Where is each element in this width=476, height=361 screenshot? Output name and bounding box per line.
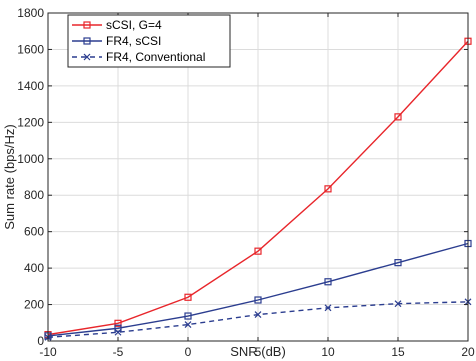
legend-marker bbox=[83, 21, 91, 29]
x-axis-label: SNR (dB) bbox=[230, 344, 286, 359]
y-axis-label: Sum rate (bps/Hz) bbox=[2, 124, 17, 229]
data-point bbox=[324, 304, 332, 312]
legend-entry: sCSI, G=4 bbox=[72, 18, 162, 32]
data-point bbox=[114, 328, 122, 336]
data-point bbox=[254, 296, 262, 304]
x-tick-label: -5 bbox=[113, 345, 124, 359]
y-tick-label: 1000 bbox=[17, 152, 44, 166]
data-point bbox=[394, 113, 402, 121]
data-point bbox=[394, 259, 402, 267]
y-tick-label: 1400 bbox=[17, 79, 44, 93]
data-point bbox=[394, 300, 402, 308]
y-tick-label: 1200 bbox=[17, 115, 44, 129]
legend-label: FR4, Conventional bbox=[106, 50, 205, 64]
data-point bbox=[254, 311, 262, 319]
ticks: -10 -5 0 5 10 15 20020040060080010001200140016… bbox=[17, 6, 475, 359]
x-tick-label: 20 bbox=[461, 345, 475, 359]
y-tick-label: 1600 bbox=[17, 42, 44, 56]
data-point bbox=[114, 319, 122, 327]
legend-entry: FR4, Conventional bbox=[72, 50, 205, 64]
legend-marker bbox=[83, 53, 91, 61]
data-point bbox=[184, 321, 192, 329]
x-tick-label: 15 bbox=[391, 345, 405, 359]
data-point bbox=[114, 324, 122, 332]
series-line bbox=[47, 242, 469, 337]
x-tick-label: -10 bbox=[39, 345, 57, 359]
legend-marker bbox=[83, 37, 91, 45]
data-point bbox=[324, 278, 332, 286]
x-tick-label: 5 bbox=[255, 345, 262, 359]
legend-label: FR4, sCSI bbox=[106, 34, 161, 48]
data-point bbox=[184, 293, 192, 301]
y-tick-label: 1800 bbox=[17, 6, 44, 20]
x-tick-label: 0 bbox=[185, 345, 192, 359]
y-tick-label: 0 bbox=[37, 334, 44, 348]
series-line bbox=[47, 40, 469, 336]
series-3 bbox=[44, 298, 472, 341]
legend: sCSI, G=4 FR4, sCSI FR4, Conventional bbox=[67, 14, 231, 68]
legend-entry: FR4, sCSI bbox=[72, 34, 161, 48]
legend-label: sCSI, G=4 bbox=[106, 18, 162, 32]
y-tick-label: 600 bbox=[24, 225, 44, 239]
x-tick-label: 10 bbox=[321, 345, 335, 359]
series-layer bbox=[44, 37, 472, 341]
data-point bbox=[184, 312, 192, 320]
data-point bbox=[254, 247, 262, 255]
y-tick-label: 200 bbox=[24, 298, 44, 312]
data-point bbox=[324, 185, 332, 193]
y-tick-label: 800 bbox=[24, 188, 44, 202]
y-tick-label: 400 bbox=[24, 261, 44, 275]
